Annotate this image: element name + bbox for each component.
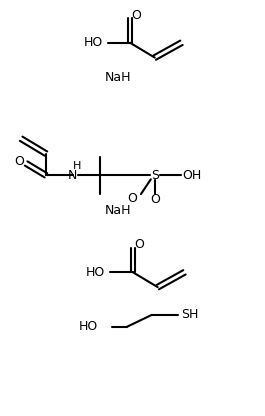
Text: N: N [68, 169, 77, 182]
Text: OH: OH [182, 169, 201, 182]
Text: SH: SH [181, 308, 198, 322]
Text: O: O [134, 238, 144, 251]
Text: O: O [150, 193, 160, 206]
Text: NaH: NaH [105, 205, 131, 218]
Text: H: H [72, 161, 81, 171]
Text: O: O [131, 9, 141, 22]
Text: HO: HO [84, 36, 103, 49]
Text: HO: HO [79, 320, 98, 333]
Text: O: O [127, 192, 137, 205]
Text: O: O [14, 155, 24, 168]
Text: S: S [151, 169, 159, 182]
Text: HO: HO [86, 266, 105, 279]
Text: NaH: NaH [105, 71, 131, 84]
